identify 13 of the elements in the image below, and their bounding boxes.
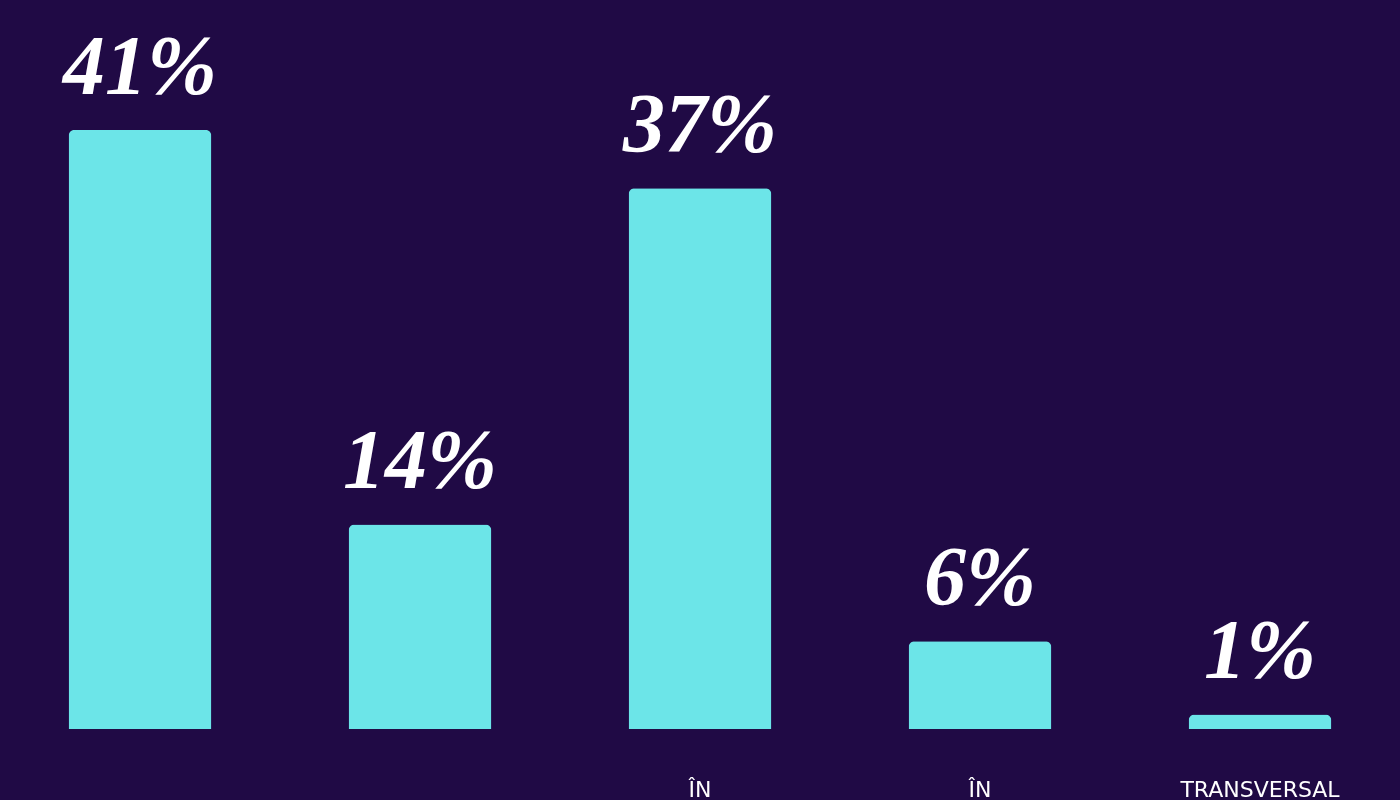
- bar: [908, 641, 1052, 729]
- data-label: 1%: [1204, 603, 1316, 697]
- x-tick-label: ÎN: [967, 776, 992, 800]
- bar: [348, 524, 492, 729]
- bar: [1188, 714, 1332, 729]
- data-label: 41%: [61, 18, 217, 112]
- data-label: 14%: [343, 413, 497, 507]
- data-label: 37%: [622, 77, 777, 171]
- bar: [68, 129, 212, 729]
- x-tick-label: TRANSVERSAL: [1179, 776, 1341, 800]
- bar: [628, 188, 772, 729]
- x-tick-label: ÎN: [687, 776, 712, 800]
- data-label: 6%: [924, 530, 1036, 624]
